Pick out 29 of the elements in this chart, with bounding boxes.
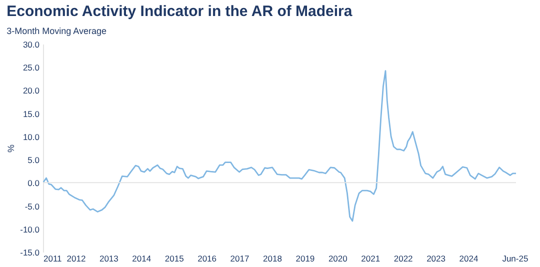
y-tick-label: -15.0 — [20, 248, 40, 258]
chart-title: Economic Activity Indicator in the AR of Madeira — [6, 3, 353, 20]
y-tick-label: -10.0 — [20, 224, 40, 234]
y-tick-label: 15.0 — [22, 108, 40, 119]
x-tick-label: 2014 — [132, 254, 152, 264]
y-tick-label: 10.0 — [22, 132, 40, 142]
line-series — [43, 70, 516, 222]
x-tick-label: 2019 — [296, 254, 315, 264]
x-tick-label: 2018 — [263, 254, 282, 264]
x-tick-label: 2011 — [44, 254, 62, 264]
x-tick-label: 2023 — [426, 254, 446, 264]
x-tick-label: 2024 — [459, 254, 478, 264]
y-tick-label: 20.0 — [22, 86, 40, 96]
y-tick-label: 30.0 — [22, 40, 40, 50]
x-tick-label: 2012 — [66, 254, 86, 264]
x-tick-label: 2013 — [99, 254, 119, 264]
x-tick-label: 2022 — [394, 254, 414, 264]
x-tick-label: 2015 — [164, 254, 184, 264]
x-tick-label: 2016 — [198, 254, 217, 264]
y-tick-label: 0.0 — [28, 178, 40, 188]
y-tick-label: 5.0 — [28, 155, 40, 166]
y-tick-label: -5.0 — [24, 201, 40, 212]
y-tick-label: 25.0 — [22, 62, 40, 73]
y-axis-title: % — [6, 144, 16, 153]
x-tick-label: 2017 — [230, 254, 250, 264]
x-tick-label: 2020 — [328, 254, 348, 264]
chart-subtitle: 3-Month Moving Average — [6, 26, 107, 36]
x-tick-label: 2021 — [361, 254, 380, 264]
x-tick-label: Jun-25 — [502, 254, 528, 264]
